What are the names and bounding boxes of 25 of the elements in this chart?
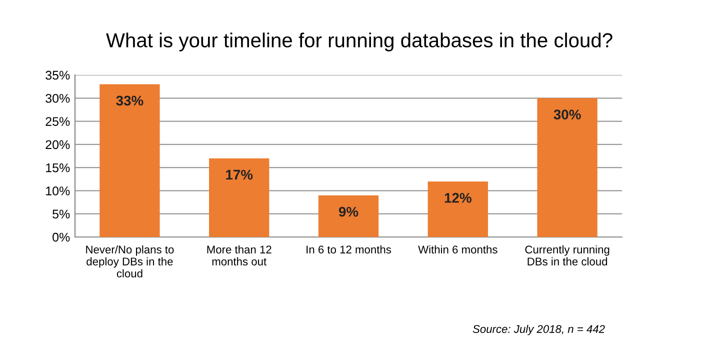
bar bbox=[209, 158, 270, 237]
y-tick-label: 10% bbox=[46, 186, 70, 196]
y-tick-label: 15% bbox=[46, 163, 70, 172]
bar bbox=[318, 195, 379, 237]
x-tick-label: Within 6 months bbox=[418, 245, 498, 254]
y-tick-label: 35% bbox=[46, 70, 70, 80]
y-tick-label: 5% bbox=[52, 210, 70, 219]
source-note: Source: July 2018, n = 442 bbox=[472, 324, 605, 336]
y-tick-label: 0% bbox=[52, 232, 70, 242]
y-tick-label: 30% bbox=[46, 94, 70, 103]
data-label: 9% bbox=[338, 206, 358, 217]
y-tick-label: 25% bbox=[46, 117, 70, 126]
x-tick-label: In 6 to 12 months bbox=[306, 245, 392, 254]
x-tick-label: Currently running DBs in the cloud bbox=[525, 245, 610, 266]
data-label: 30% bbox=[554, 110, 581, 120]
x-tick-label: More than 12 months out bbox=[207, 245, 272, 266]
data-label: 17% bbox=[226, 170, 253, 180]
data-label: 33% bbox=[116, 96, 144, 106]
bar bbox=[100, 84, 160, 237]
chart-title: What is your timeline for running databases in the cloud? bbox=[106, 32, 612, 52]
bar bbox=[537, 98, 598, 237]
y-tick-label: 20% bbox=[46, 140, 70, 150]
x-tick-label: Never/No plans to deploy DBs in the cloud bbox=[86, 245, 174, 278]
bar bbox=[428, 181, 488, 237]
data-label: 12% bbox=[444, 192, 472, 203]
